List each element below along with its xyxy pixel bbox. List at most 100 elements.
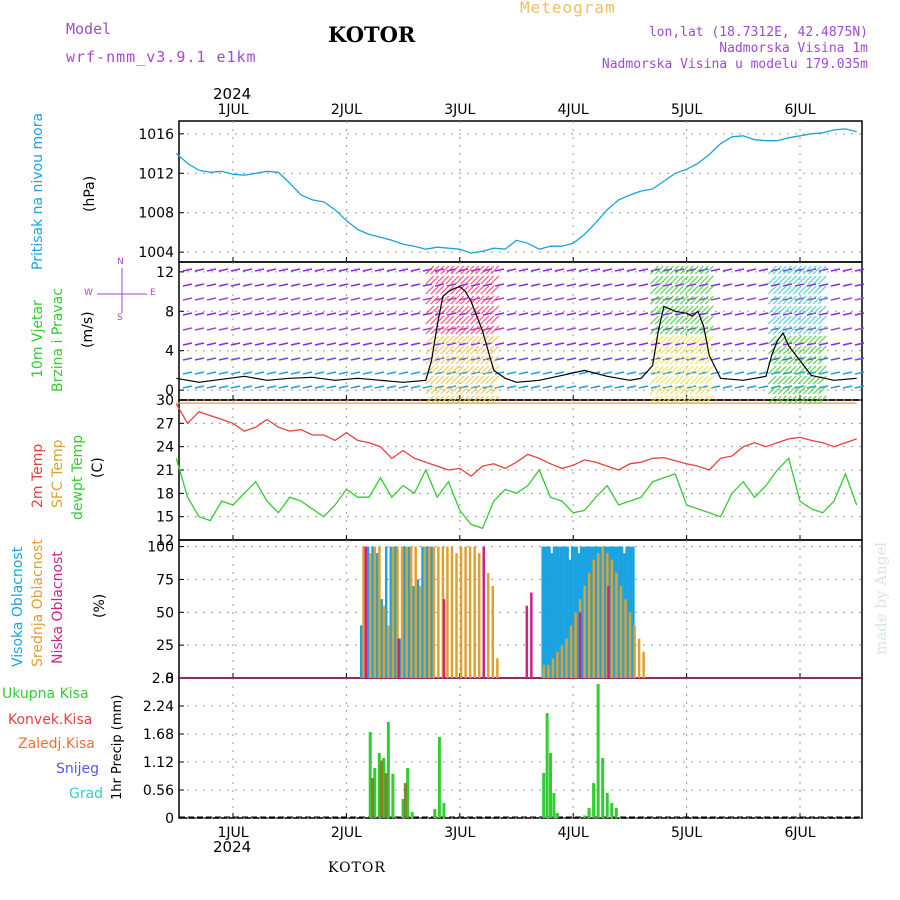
wind-barb	[746, 297, 757, 301]
wind-barb	[782, 283, 793, 287]
wind-barb	[425, 275, 435, 285]
wind-barb	[302, 371, 313, 375]
wind-barb	[578, 327, 589, 331]
wind-barb	[542, 283, 553, 287]
wind-barb	[704, 275, 714, 285]
wind-barb	[374, 297, 385, 301]
wind-barb	[440, 365, 450, 375]
wind-barb	[475, 285, 485, 295]
wind-barb	[578, 312, 589, 316]
high-cloud-bar	[394, 546, 397, 678]
wind-barb	[430, 315, 440, 325]
wind-barb	[614, 268, 625, 272]
wind-barb	[797, 325, 807, 335]
wind-barb	[435, 365, 445, 375]
high-cloud-bar	[559, 546, 563, 678]
wind-barb	[542, 268, 553, 272]
wind-barb	[398, 268, 409, 272]
wind-barb	[792, 325, 802, 335]
wind-barb	[455, 305, 465, 315]
y-tick-label: 18	[156, 486, 174, 502]
wind-barb	[362, 268, 373, 272]
wind-barb	[694, 335, 704, 345]
wind-barb	[689, 325, 699, 335]
wind-barb	[206, 327, 217, 331]
total-rain-bar	[605, 793, 609, 818]
wind-barb	[374, 327, 385, 331]
wind-barb	[710, 327, 721, 331]
wind-barb	[455, 375, 465, 385]
panel-frame	[178, 677, 863, 819]
wind-barb	[338, 268, 349, 272]
wind-barb	[326, 385, 337, 389]
wind-barb	[480, 305, 490, 315]
mid-cloud-bar	[542, 664, 546, 678]
total-rain-bar	[391, 774, 395, 818]
wind-barb	[458, 283, 469, 287]
wind-barb	[746, 385, 757, 389]
wind-barb	[649, 355, 659, 365]
wind-barb	[807, 285, 817, 295]
wind-barb	[206, 283, 217, 287]
wind-barb	[230, 297, 241, 301]
y-tick-label: 2.8	[152, 671, 174, 687]
wind-barb	[475, 295, 485, 305]
wind-barb	[506, 342, 517, 346]
mid-cloud-bar	[633, 625, 636, 678]
wind-barb	[669, 295, 679, 305]
wind-barb	[302, 327, 313, 331]
wind-barb	[470, 283, 481, 287]
wind-barb	[450, 325, 460, 335]
wind-barb	[807, 265, 817, 275]
wind-barb	[410, 342, 421, 346]
total-rain-bar	[433, 809, 437, 818]
wind-barb	[290, 268, 301, 272]
mid-cloud-bar	[418, 586, 422, 678]
wind-barb	[842, 283, 853, 287]
wind-barb	[465, 315, 475, 325]
wind-barb	[435, 285, 445, 295]
wind-barb	[689, 355, 699, 365]
wind-barb	[470, 342, 481, 346]
wind-barb	[649, 365, 659, 375]
y-tick-label: 1008	[138, 206, 174, 222]
wind-barb	[485, 345, 495, 355]
convective-rain-bar	[380, 760, 384, 818]
wind-barb	[470, 285, 480, 295]
total-rain-bar	[610, 803, 614, 818]
wind-barb	[842, 371, 853, 375]
wind-barb	[662, 371, 673, 375]
wind-barb	[566, 312, 577, 316]
wind-barb	[506, 283, 517, 287]
y-tick-label: 75	[156, 572, 174, 588]
high-cloud-bar	[570, 546, 574, 678]
wind-barb	[679, 355, 689, 365]
wind-barb	[807, 295, 817, 305]
high-cloud-bar	[412, 586, 415, 678]
wind-barb	[350, 297, 361, 301]
wind-barb	[842, 327, 853, 331]
footer-year: 2024	[213, 838, 252, 856]
y-tick-label: 1012	[138, 166, 174, 182]
wind-barb	[802, 335, 812, 345]
wind-barb	[398, 342, 409, 346]
wind-barb	[430, 275, 440, 285]
wind-barb	[194, 327, 205, 331]
wind-barb	[812, 335, 822, 345]
mid-cloud-bar	[642, 651, 645, 678]
wind-barb	[530, 371, 541, 375]
mid-cloud-bar	[400, 546, 404, 678]
wind-barb	[802, 355, 812, 365]
wind-barb	[422, 312, 433, 316]
wind-barb	[734, 268, 745, 272]
total-rain-bar	[382, 758, 386, 818]
wind-barb	[638, 327, 649, 331]
wind-barb	[230, 283, 241, 287]
high-cloud-bar	[564, 546, 567, 678]
wind-barb	[650, 268, 661, 272]
wind-barb	[475, 305, 485, 315]
wind-barb	[485, 315, 495, 325]
wind-barb	[812, 315, 822, 325]
wind-barb	[350, 268, 361, 272]
wind-barb	[842, 342, 853, 346]
